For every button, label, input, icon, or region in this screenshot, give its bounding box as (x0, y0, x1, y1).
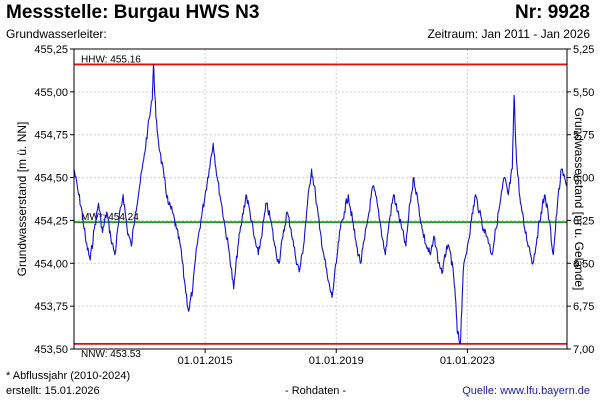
y2-axis-ticks: 7,00 6,75 6,50 6,25 6,00 5,75 5,50 5,25 (567, 44, 594, 356)
raw-data-note: - Rohdaten - (285, 385, 347, 397)
y2-tick-label: 6,75 (573, 301, 594, 313)
reference-line-label: HHW: 455.16 (81, 54, 141, 65)
y-axis-ticks: 453,50 453,75 454,00 454,25 454,50 454,75 455,… (34, 44, 74, 356)
y2-tick-label: 5,25 (573, 44, 594, 56)
x-tick-label: 01.01.2015 (178, 355, 233, 367)
aquifer-label: Grundwasserleiter: (6, 27, 107, 41)
reference-line-label: NNW: 453.53 (81, 349, 141, 360)
y2-tick-label: 7,00 (573, 344, 594, 356)
x-tick-label: 01.01.2019 (309, 355, 364, 367)
y2-tick-label: 5,75 (573, 130, 594, 142)
created-date: erstellt: 15.01.2026 (6, 385, 100, 397)
y-tick-label: 454,25 (34, 215, 68, 227)
y2-tick-label: 5,50 (573, 87, 594, 99)
chart-title: Messstelle: Burgau HWS N3 (6, 2, 260, 23)
x-tick-label: 01.01.2023 (440, 355, 495, 367)
y-tick-label: 453,50 (34, 344, 68, 356)
y-tick-label: 454,00 (34, 258, 68, 270)
y-tick-label: 455,00 (34, 87, 68, 99)
y2-tick-label: 6,00 (573, 173, 594, 185)
y-tick-label: 455,25 (34, 44, 68, 56)
y-tick-label: 454,50 (34, 173, 68, 185)
y-tick-label: 454,75 (34, 130, 68, 142)
station-number: Nr: 9928 (515, 2, 590, 23)
x-axis-ticks: 01.01.2015 01.01.2019 01.01.2023 (178, 349, 495, 367)
y2-axis-label: Grundwasserstand [m u. Gelände] (572, 108, 586, 291)
reference-line-label: MW*: 454.24 (81, 212, 139, 223)
plot-frame (73, 48, 568, 350)
source-label: Quelle: (462, 385, 501, 397)
y-axis-label: Grundwasserstand [m ü. NN] (15, 122, 29, 277)
series-line (73, 63, 568, 345)
y2-tick-label: 6,50 (573, 258, 594, 270)
abflussjahr-note: * Abflussjahr (2010-2024) (6, 370, 131, 382)
reference-lines: HHW: 455.16 MW*: 454.24 NNW: 453.53 (74, 54, 567, 360)
y-tick-label: 453,75 (34, 301, 68, 313)
grid-lines (74, 48, 567, 350)
period-label: Zeitraum: Jan 2011 - Jan 2026 (427, 27, 590, 41)
y2-tick-label: 6,25 (573, 215, 594, 227)
source-link[interactable]: www.lfu.bayern.de (500, 385, 590, 397)
source: Quelle: www.lfu.bayern.de (462, 385, 590, 397)
